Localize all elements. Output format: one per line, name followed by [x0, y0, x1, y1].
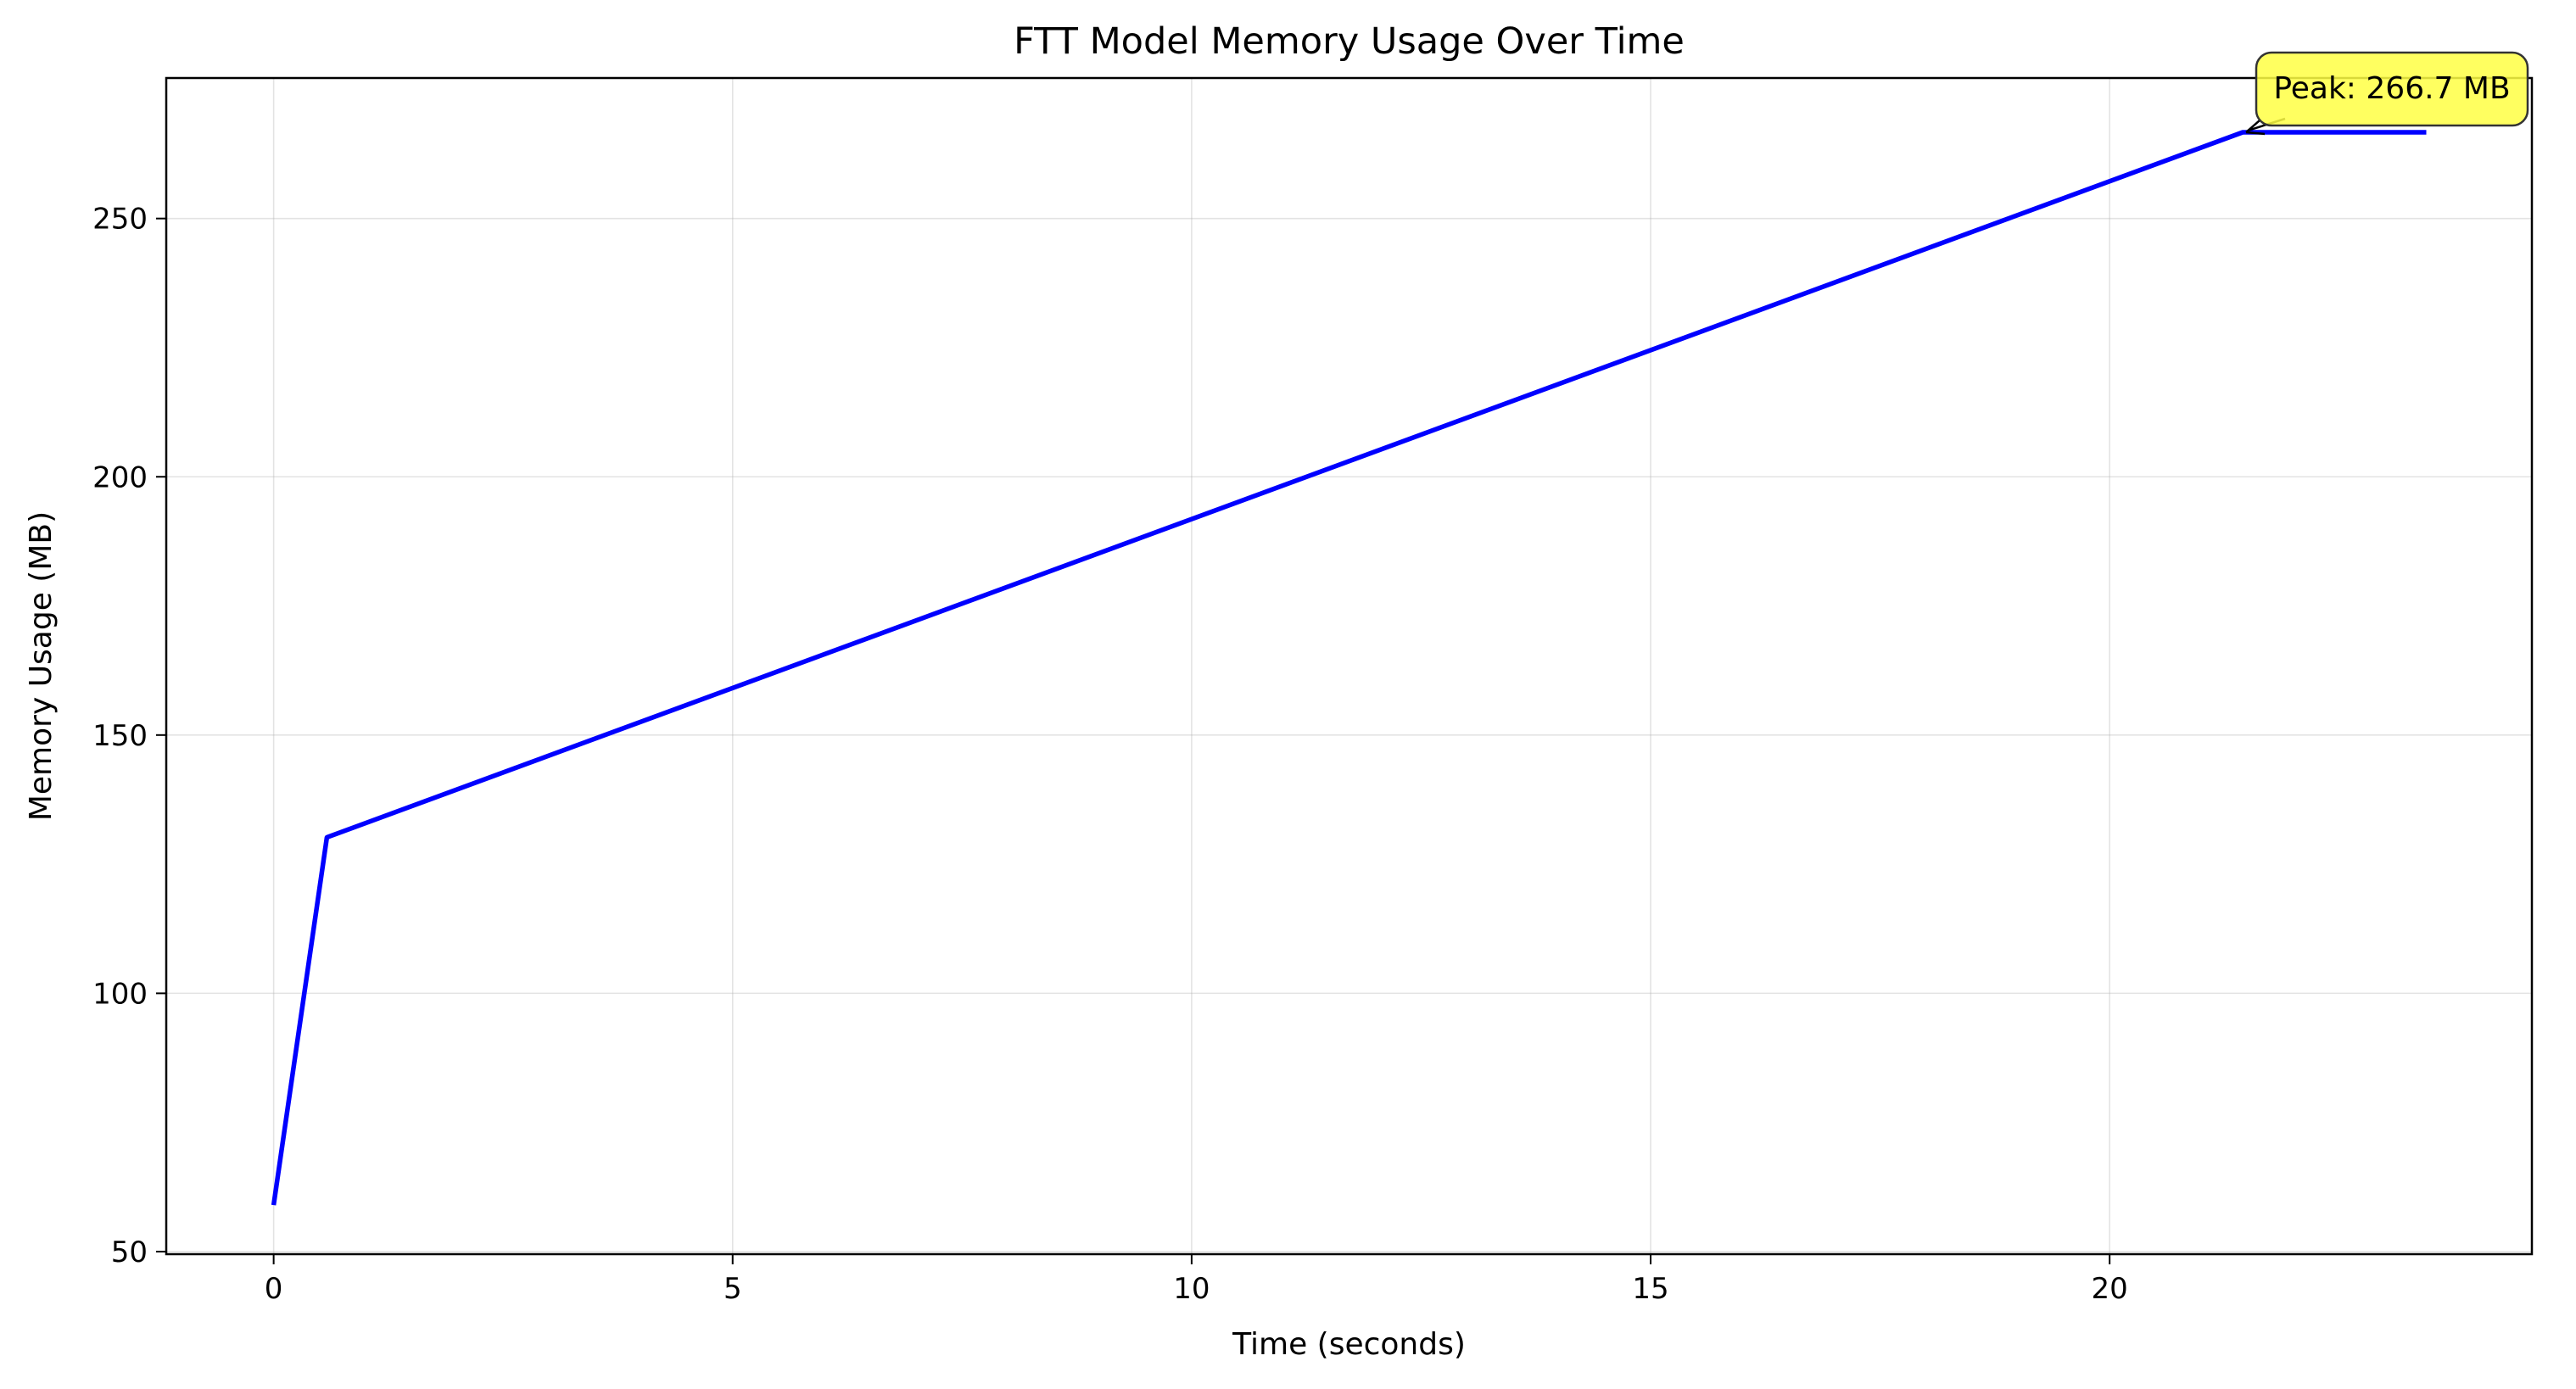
x-tick-label: 20 — [2092, 1272, 2128, 1306]
chart-title: FTT Model Memory Usage Over Time — [1014, 20, 1685, 63]
x-tick-label: 15 — [1632, 1272, 1668, 1306]
x-tick-label: 5 — [724, 1272, 742, 1306]
y-tick-label: 100 — [92, 977, 148, 1011]
plot-series — [271, 130, 2427, 1206]
y-tick-label: 150 — [92, 719, 148, 753]
x-tick-label: 0 — [265, 1272, 283, 1306]
annotation-box — [2255, 51, 2529, 127]
plot-area-frame — [165, 76, 2534, 1256]
y-axis: 50 100 150 200 250 — [92, 203, 166, 1269]
grid — [166, 78, 2532, 1254]
y-axis-label: Memory Usage (MB) — [24, 511, 59, 821]
y-tick-label: 200 — [92, 460, 148, 494]
y-tick-label: 250 — [92, 203, 148, 237]
x-axis-label: Time (seconds) — [1232, 1327, 1466, 1362]
annotation-arrow-head — [2245, 120, 2266, 136]
peak-annotation: Peak: 266.7 MB — [2245, 51, 2529, 136]
y-tick-label: 50 — [111, 1236, 148, 1269]
x-axis: 0 5 10 15 20 — [265, 1254, 2128, 1306]
x-tick-label: 10 — [1173, 1272, 1210, 1306]
annotation-label: Peak: 266.7 MB — [2273, 71, 2510, 106]
memory-usage-line — [271, 130, 2427, 1206]
